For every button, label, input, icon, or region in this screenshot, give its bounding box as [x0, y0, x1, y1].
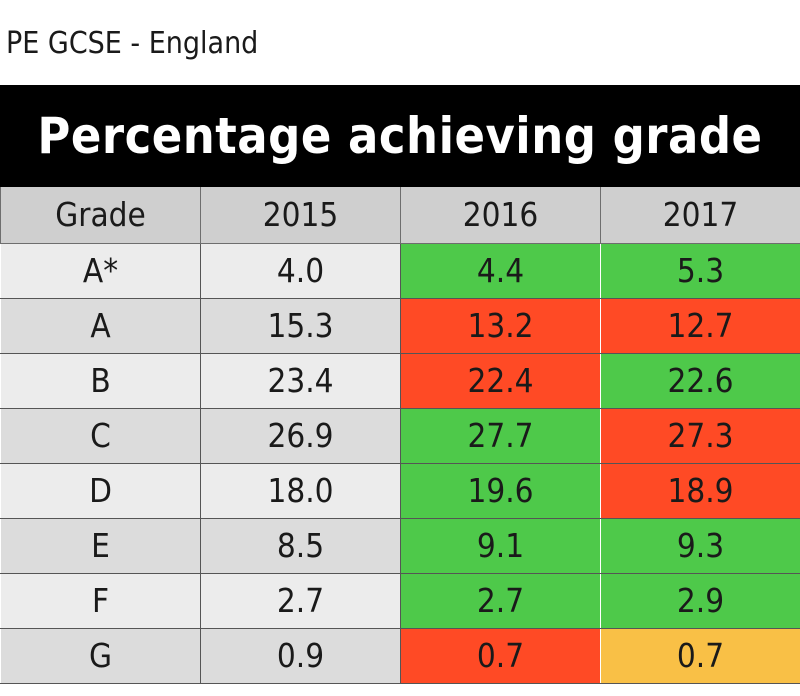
table-row: E 8.5 9.1 9.3: [0, 517, 800, 574]
cell-2016: 9.1: [400, 517, 601, 574]
column-header-2017: 2017: [600, 187, 800, 244]
page-caption: PE GCSE - England: [6, 26, 259, 61]
cell-grade: A: [0, 297, 201, 354]
cell-grade: C: [0, 407, 201, 464]
table-header-row: Grade 2015 2016 2017: [0, 187, 800, 244]
column-header-2016: 2016: [400, 187, 601, 244]
table-row: D 18.0 19.6 18.9: [0, 462, 800, 519]
cell-2015: 0.9: [200, 627, 401, 684]
cell-2015: 15.3: [200, 297, 401, 354]
cell-grade: B: [0, 352, 201, 409]
cell-2017: 12.7: [600, 297, 800, 354]
cell-grade: A*: [0, 242, 201, 299]
cell-2016: 13.2: [400, 297, 601, 354]
cell-2017: 22.6: [600, 352, 800, 409]
cell-2016: 2.7: [400, 572, 601, 629]
cell-2016: 19.6: [400, 462, 601, 519]
column-header-2015: 2015: [200, 187, 401, 244]
cell-2015: 4.0: [200, 242, 401, 299]
cell-2016: 27.7: [400, 407, 601, 464]
cell-2016: 0.7: [400, 627, 601, 684]
cell-2017: 18.9: [600, 462, 800, 519]
table-row: C 26.9 27.7 27.3: [0, 407, 800, 464]
cell-2015: 23.4: [200, 352, 401, 409]
cell-2017: 27.3: [600, 407, 800, 464]
cell-2017: 5.3: [600, 242, 800, 299]
cell-2015: 26.9: [200, 407, 401, 464]
cell-2017: 0.7: [600, 627, 800, 684]
table-title-bar: Percentage achieving grade: [0, 85, 800, 187]
table-row: A 15.3 13.2 12.7: [0, 297, 800, 354]
cell-grade: G: [0, 627, 201, 684]
cell-grade: F: [0, 572, 201, 629]
cell-2015: 2.7: [200, 572, 401, 629]
table-row: B 23.4 22.4 22.6: [0, 352, 800, 409]
cell-grade: D: [0, 462, 201, 519]
cell-2017: 9.3: [600, 517, 800, 574]
cell-2016: 22.4: [400, 352, 601, 409]
cell-2017: 2.9: [600, 572, 800, 629]
cell-2015: 8.5: [200, 517, 401, 574]
table-title: Percentage achieving grade: [37, 107, 763, 165]
table-row: G 0.9 0.7 0.7: [0, 627, 800, 684]
cell-2015: 18.0: [200, 462, 401, 519]
column-header-grade: Grade: [0, 187, 201, 244]
table-row: A* 4.0 4.4 5.3: [0, 242, 800, 299]
table-body: A* 4.0 4.4 5.3 A 15.3 13.2 12.7 B 23.4 22.4 22.6 C 26…: [0, 242, 800, 684]
cell-grade: E: [0, 517, 201, 574]
table-row: F 2.7 2.7 2.9: [0, 572, 800, 629]
cell-2016: 4.4: [400, 242, 601, 299]
grade-table: Grade 2015 2016 2017 A* 4.0 4.4 5.3 A 15.3 13.…: [0, 187, 800, 684]
